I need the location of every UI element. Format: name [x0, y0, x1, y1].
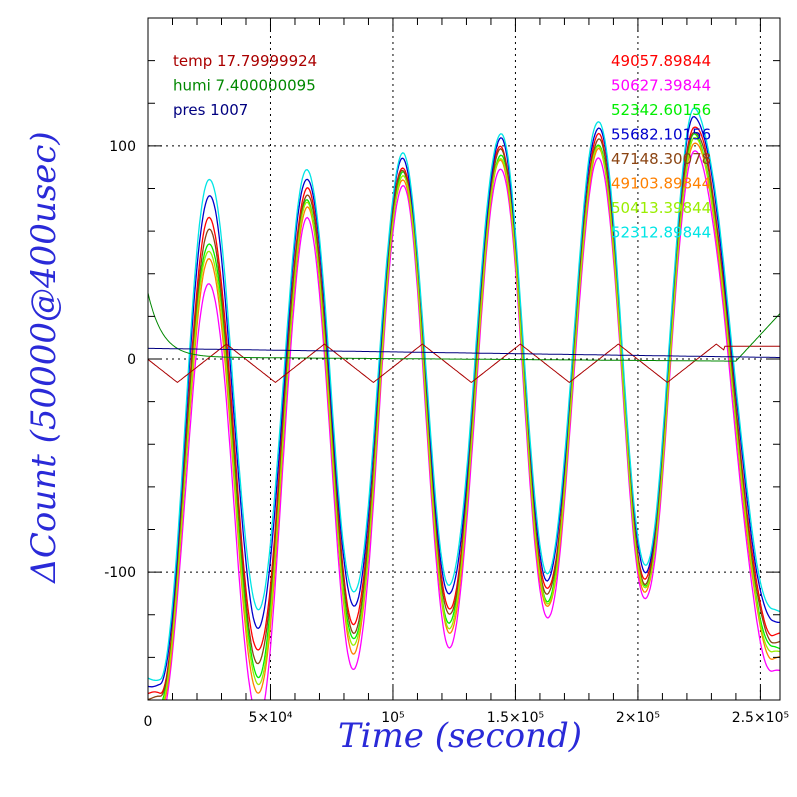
legend-entry-series-5: 47148.30078 [611, 150, 711, 168]
y-tick-label: 0 [127, 352, 136, 368]
x-tick-label: 5×10⁴ [248, 710, 292, 726]
env-line-pres [148, 347, 780, 358]
series-line-2 [165, 150, 780, 700]
legend-entry-temp: temp 17.79999924 [173, 52, 317, 70]
legend-entry-series-8: 52312.89844 [611, 224, 711, 242]
y-tick-label: 100 [109, 139, 136, 155]
plot-frame [147, 17, 781, 701]
series-line-8 [148, 107, 780, 682]
legend: temp 17.79999924 humi 7.400000095 pres 100… [173, 52, 711, 242]
series-layer [148, 107, 780, 700]
legend-entry-series-2: 50627.39844 [611, 77, 711, 95]
legend-entry-series-7: 50413.39844 [611, 199, 711, 217]
x-axis-title: Time (second) [338, 716, 582, 756]
x-tick-label: 0 [144, 714, 153, 730]
legend-entry-pres: pres 1007 [173, 101, 248, 119]
legend-entry-series-6: 49103.89844 [611, 175, 711, 193]
legend-entry-series-3: 52342.60156 [611, 101, 711, 119]
x-tick-label: 2.5×10⁵ [732, 710, 789, 726]
legend-entry-series-4: 55682.10156 [611, 126, 711, 144]
legend-entry-humi: humi 7.400000095 [173, 77, 316, 95]
y-axis-title: ΔCount (50000@400usec) [24, 131, 64, 584]
series-line-7 [163, 136, 780, 700]
tick-labels: 0 5×10⁴ 10⁵ 1.5×10⁵ 2×10⁵ 2.5×10⁵ 100 0 -100 [104, 139, 789, 730]
x-tick-label: 1.5×10⁵ [487, 710, 544, 726]
legend-entry-series-1: 49057.89844 [611, 52, 711, 70]
x-tick-label: 10⁵ [381, 710, 404, 726]
env-line-humi [148, 292, 780, 362]
env-line-temp [148, 343, 780, 384]
y-tick-label: -100 [104, 565, 136, 581]
x-tick-label: 2×10⁵ [616, 710, 660, 726]
